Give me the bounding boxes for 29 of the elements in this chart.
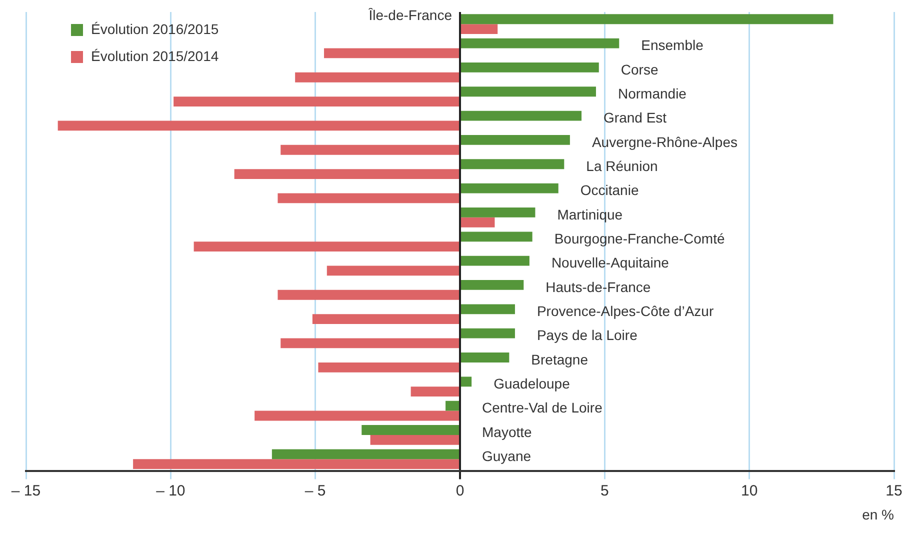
- y-tick-label: Bourgogne-Franche-Comté: [554, 230, 725, 246]
- y-tick-label: Guadeloupe: [494, 375, 570, 392]
- y-tick-label: Provence-Alpes-Côte d’Azur: [536, 302, 714, 319]
- x-tick-label: 15: [886, 482, 902, 500]
- y-tick-label: Martinique: [557, 206, 623, 222]
- y-tick-label: Mayotte: [482, 424, 532, 440]
- y-tick-label: Ensemble: [641, 37, 704, 54]
- y-tick-label: Occitanie: [580, 182, 639, 198]
- legend-label: Évolution 2015/2014: [91, 48, 219, 64]
- y-tick-label: Centre-Val de Loire: [482, 400, 603, 416]
- x-axis-title: en %: [862, 506, 894, 522]
- x-tick-label: – 10: [156, 482, 186, 500]
- x-tick-label: – 5: [304, 482, 326, 500]
- y-tick-label: La Réunion: [586, 158, 658, 174]
- y-tick-label: Hauts-de-France: [546, 278, 651, 295]
- x-tick-label: – 15: [11, 482, 41, 500]
- y-tick-label: Guyane: [482, 448, 532, 464]
- y-tick-label: Pays de la Loire: [536, 327, 638, 344]
- y-tick-label: Auvergne-Rhône-Alpes: [592, 134, 738, 150]
- x-tick-label: 5: [600, 482, 609, 500]
- y-tick-label: Nouvelle-Aquitaine: [551, 254, 670, 271]
- y-tick-label: Grand Est: [604, 110, 667, 126]
- y-tick-label: Corse: [620, 61, 658, 78]
- legend-label: Évolution 2016/2015: [91, 20, 219, 37]
- x-tick-label: 0: [456, 482, 464, 500]
- y-tick-label: Bretagne: [531, 351, 588, 368]
- x-tick-label: 10: [740, 482, 758, 500]
- y-tick-label: Normandie: [618, 85, 687, 102]
- y-tick-label: Île-de-France: [368, 6, 452, 23]
